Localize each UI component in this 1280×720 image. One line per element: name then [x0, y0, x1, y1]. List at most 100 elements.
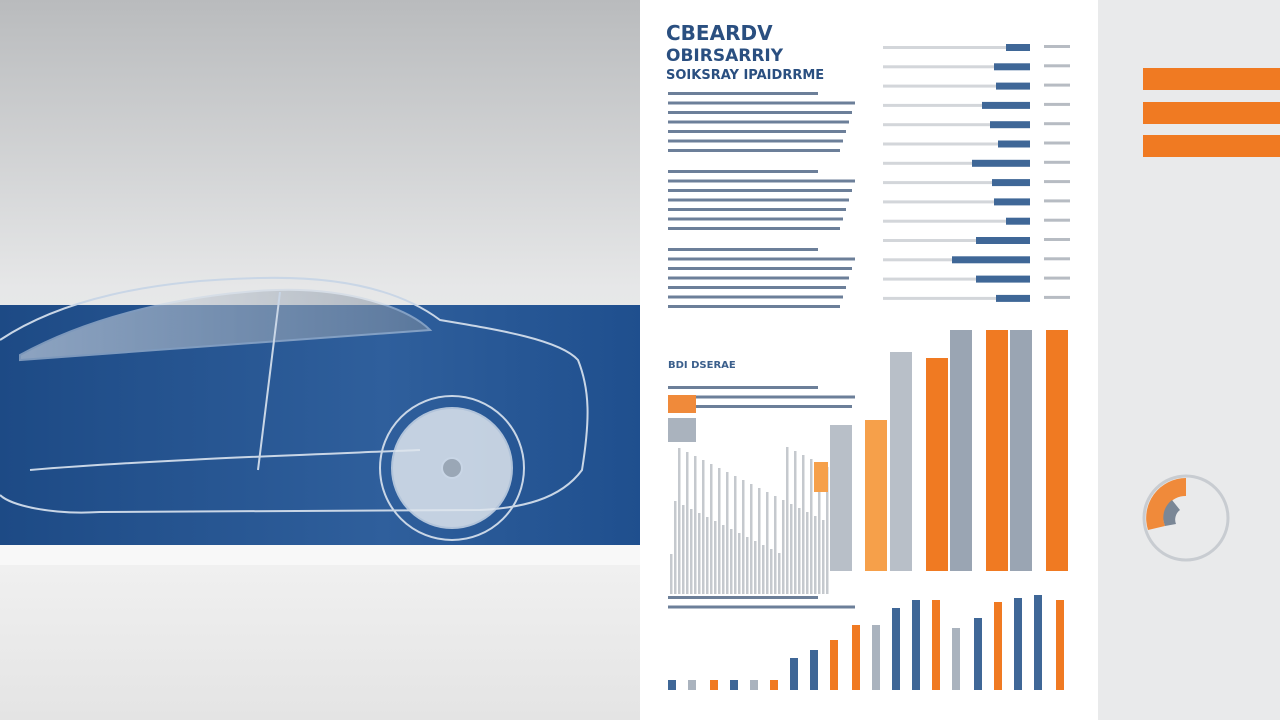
- text-line: [668, 257, 855, 261]
- bottom-bar: [750, 680, 758, 690]
- mini-bar: [802, 455, 805, 594]
- mini-bar: [798, 508, 801, 594]
- mini-bar: [686, 452, 689, 594]
- mini-bar: [750, 484, 753, 594]
- row-bar: [992, 179, 1030, 187]
- mini-bar: [730, 529, 733, 594]
- mini-bar: [742, 480, 745, 594]
- row-bar: [982, 101, 1030, 109]
- text-line: [668, 189, 852, 192]
- car-outline: [0, 276, 589, 541]
- orange-stripe: [1143, 68, 1280, 90]
- text-line: [668, 120, 849, 124]
- text-line: [668, 101, 855, 105]
- row-label: [1044, 218, 1070, 222]
- row-track: [883, 277, 1030, 281]
- row-bar: [990, 121, 1030, 129]
- row-bar: [952, 256, 1030, 264]
- row-bar: [1006, 217, 1030, 225]
- mini-bar: [814, 516, 817, 594]
- bottom-bar: [1034, 595, 1042, 690]
- vertical-bar: [1046, 330, 1068, 571]
- bottom-bar: [770, 680, 778, 690]
- mini-bar: [690, 509, 693, 594]
- text-line: [668, 208, 846, 211]
- text-line: [668, 286, 846, 289]
- row-bar: [998, 140, 1030, 148]
- legend-swatch: [668, 418, 696, 442]
- bottom-bar: [710, 680, 718, 690]
- text-line: [668, 605, 855, 609]
- text-line: [668, 267, 852, 270]
- mini-bar: [718, 468, 721, 594]
- row-label: [1044, 64, 1070, 68]
- mini-bar: [678, 448, 681, 594]
- mini-bar: [814, 462, 828, 492]
- mini-bar: [722, 525, 725, 594]
- mini-bar: [762, 545, 765, 594]
- mini-bar: [786, 447, 789, 594]
- row-track: [883, 84, 1030, 88]
- mini-bar: [670, 554, 673, 594]
- mini-bar: [714, 521, 717, 594]
- row-bar: [996, 82, 1030, 90]
- bottom-bar: [852, 625, 860, 690]
- vertical-bar: [1010, 330, 1032, 571]
- row-label: [1044, 102, 1070, 106]
- bottom-bar: [1014, 598, 1022, 690]
- row-label: [1044, 83, 1070, 87]
- row-track: [883, 200, 1030, 204]
- vertical-bar: [926, 358, 948, 571]
- text-line: [668, 405, 852, 408]
- row-track: [883, 296, 1030, 300]
- row-bar: [994, 63, 1030, 71]
- bottom-bar: [974, 618, 982, 690]
- row-label: [1044, 141, 1070, 145]
- mini-bar: [818, 463, 821, 594]
- vertical-bar: [950, 330, 972, 571]
- row-track: [883, 239, 1030, 242]
- bottom-bar: [932, 600, 940, 690]
- title: CBEARDV: [666, 21, 773, 45]
- donut-segment: [1146, 478, 1186, 530]
- text-line: [668, 276, 849, 280]
- mini-bar: [738, 533, 741, 594]
- row-bar: [976, 275, 1030, 283]
- row-label: [1044, 295, 1070, 299]
- row-bar: [1006, 44, 1030, 51]
- row-label: [1044, 257, 1070, 261]
- mini-bar: [702, 460, 705, 594]
- text-line: [668, 179, 855, 183]
- section-label: BDI DSERAE: [668, 360, 736, 371]
- row-bar: [996, 294, 1030, 302]
- text-line: [668, 198, 849, 202]
- text-line: [668, 170, 818, 173]
- row-label: [1044, 199, 1070, 203]
- row-label: [1044, 180, 1070, 184]
- vertical-bar: [890, 352, 912, 571]
- row-track: [883, 142, 1030, 146]
- tagline: SOIKSRAY IPAIDRRME: [666, 68, 824, 83]
- row-track: [883, 46, 1030, 49]
- row-bar: [994, 198, 1030, 206]
- text-line: [668, 596, 818, 599]
- bottom-bar: [790, 658, 798, 690]
- mini-bar: [710, 464, 713, 594]
- row-track: [883, 181, 1030, 185]
- vertical-bar: [986, 330, 1008, 571]
- bottom-bar: [830, 640, 838, 690]
- mini-bar: [810, 459, 813, 594]
- row-label: [1044, 45, 1070, 48]
- bottom-bar: [1056, 600, 1064, 690]
- donut-ring: [1142, 474, 1230, 562]
- bottom-bar: [892, 608, 900, 690]
- mini-bar: [790, 504, 793, 594]
- text-line: [668, 395, 855, 399]
- bottom-bar: [872, 625, 880, 690]
- bottom-bar: [912, 600, 920, 690]
- text-line: [668, 248, 818, 251]
- row-label: [1044, 276, 1070, 280]
- row-label: [1044, 160, 1070, 164]
